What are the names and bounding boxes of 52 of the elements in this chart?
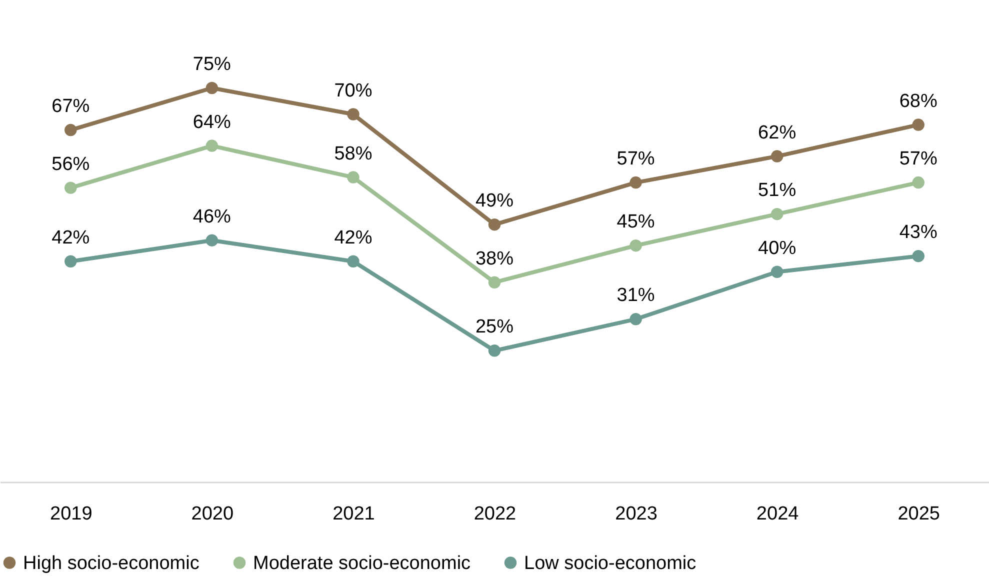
legend-label: Low socio-economic [524,552,696,574]
point [488,344,501,357]
point [206,140,218,152]
data-label: 45% [616,212,655,233]
point [64,182,77,194]
data-label: 68% [899,90,938,112]
data-label: 42% [52,227,90,248]
x-tick-label: 2025 [898,504,940,524]
point [64,124,77,136]
point [488,218,501,231]
point [770,266,784,278]
x-tick-label: 2022 [474,504,516,524]
data-label: 31% [616,285,655,306]
data-label: 64% [192,112,232,133]
data-label: 46% [192,206,232,228]
point [770,208,784,220]
x-tick-label: 2019 [50,504,92,524]
point [347,171,360,184]
data-label: 70% [334,80,372,102]
point [347,255,360,268]
data-label: 51% [758,180,796,202]
data-label: 57% [899,148,938,170]
point [912,250,924,262]
point [347,108,360,120]
data-label: 42% [334,227,372,248]
point [770,150,784,162]
data-label: 38% [475,248,514,270]
point [488,276,501,288]
point [912,118,924,131]
x-tick-label: 2023 [615,504,658,524]
legend-label: Moderate socio-economic [253,552,471,574]
data-label: 25% [475,316,514,338]
point [206,234,218,246]
legend-label: High socio-economic [23,552,200,574]
data-label: 40% [758,238,796,259]
x-tick-label: 2020 [191,504,234,524]
data-label: 75% [192,54,232,75]
point [912,176,924,189]
data-label: 58% [334,143,372,164]
point [630,313,642,326]
data-label: 57% [616,148,655,170]
point [630,176,642,189]
point [64,255,77,268]
x-tick-label: 2024 [756,504,800,524]
data-label: 49% [475,190,514,212]
data-label: 56% [52,154,90,175]
data-label: 62% [758,122,796,144]
data-label: 67% [52,96,90,118]
point [206,82,218,94]
x-tick-label: 2021 [332,504,375,524]
point [630,239,642,252]
data-label: 43% [899,222,938,244]
